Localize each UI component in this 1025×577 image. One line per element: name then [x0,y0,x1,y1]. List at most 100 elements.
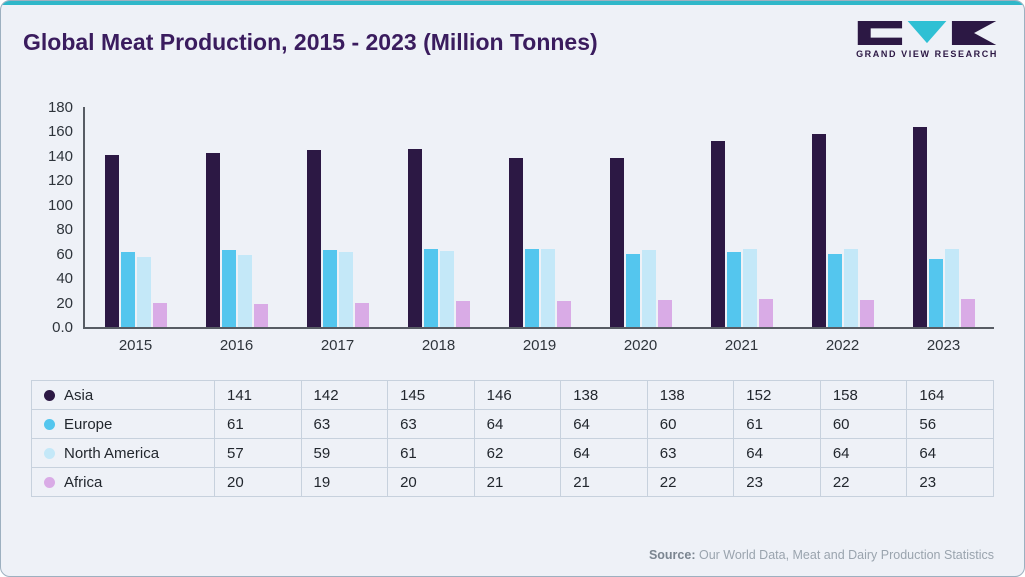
bar-asia [407,149,422,327]
bar-group-2020 [590,107,691,327]
table-cell: 146 [473,380,562,410]
bar-north-america [944,249,959,327]
x-axis-label: 2020 [623,337,658,354]
y-tick-label: 20 [56,294,73,312]
table-cell: 61 [387,438,475,468]
bar-group-2017 [287,107,388,327]
bar-europe [524,249,539,327]
x-axis-label: 2023 [926,337,961,354]
legend-dot [44,418,55,430]
bar-north-america [439,251,454,327]
legend-cell: Asia [31,380,215,410]
x-axis-spacer [31,337,85,354]
source-label: Source: [648,548,696,562]
bar-asia [912,127,927,327]
bar-north-america [237,255,252,327]
table-cell: 57 [214,438,302,468]
legend-cell: North America [31,438,215,468]
y-tick-label: 180 [47,99,73,116]
table-row-asia: Asia 141 142 145 146 138 138 152 158 164 [31,380,994,410]
bar-north-america [641,250,656,327]
y-axis: 180 160 140 120 100 80 60 40 20 0.0 [31,99,83,336]
table-cell: 62 [473,438,562,468]
table-cell: 59 [300,438,389,468]
table-cell: 60 [646,409,735,439]
table-cell: 138 [646,380,735,410]
legend-dot [44,476,55,488]
bar-europe [423,249,438,327]
table-cell: 64 [733,438,821,468]
bar-group-2019 [489,107,590,327]
series-name: Africa [64,473,103,491]
bar-north-america [540,249,555,327]
table-cell: 60 [819,409,908,439]
table-row-europe: Europe 61 63 63 64 64 60 61 60 56 [31,409,994,439]
table-cell: 22 [819,467,908,497]
bar-africa [556,301,571,327]
legend-dot [44,389,55,401]
bar-asia [508,158,523,327]
y-tick-label: 0.0 [52,319,73,336]
bar-europe [726,252,741,327]
table-cell: 20 [387,467,475,497]
bar-asia [710,141,725,327]
table-cell: 64 [560,409,648,439]
table-cell: 64 [473,409,562,439]
bar-africa [253,304,268,327]
bar-europe [221,250,236,327]
header: Global Meat Production, 2015 - 2023 (Mil… [1,5,1024,59]
table-cell: 61 [214,409,302,439]
bar-group-2022 [792,107,893,327]
table-cell: 64 [906,438,994,468]
y-tick-label: 60 [56,245,73,263]
bar-europe [625,254,640,327]
bar-europe [322,250,337,327]
table-cell: 152 [733,380,821,410]
bar-europe [827,254,842,327]
bar-north-america [136,257,151,327]
source-note: Source: Our World Data, Meat and Dairy P… [649,548,994,562]
table-cell: 164 [906,380,994,410]
table-cell: 56 [906,409,994,439]
bar-africa [455,301,470,327]
legend-dot [44,447,55,459]
bar-africa [758,299,773,327]
bar-north-america [742,249,757,327]
table-cell: 145 [387,380,475,410]
legend-item: Africa [44,474,202,491]
table-cell: 61 [733,409,821,439]
table-cell: 142 [300,380,389,410]
plot-area [83,107,994,329]
table-cell: 63 [300,409,389,439]
y-tick-label: 100 [47,196,73,214]
y-tick-label: 120 [47,172,73,190]
table-cell: 20 [214,467,302,497]
bar-north-america [338,252,353,327]
table-cell: 22 [646,467,735,497]
bar-africa [859,300,874,327]
source-text: Our World Data, Meat and Dairy Productio… [695,548,994,562]
table-row-africa: Africa 20 19 20 21 21 22 23 22 23 [31,467,994,497]
y-tick-label: 160 [47,123,73,141]
x-axis-label: 2022 [825,337,860,354]
bar-asia [205,153,220,327]
bar-group-2016 [186,107,287,327]
table-row-north-america: North America 57 59 61 62 64 63 64 64 64 [31,438,994,468]
bar-africa [152,303,167,327]
table-cell: 141 [214,380,302,410]
page-title: Global Meat Production, 2015 - 2023 (Mil… [23,29,598,55]
table-cell: 158 [819,380,908,410]
legend-item: Europe [44,416,202,433]
x-axis-label: 2018 [421,337,456,354]
x-axis-label: 2016 [219,337,254,354]
bar-asia [104,155,119,327]
y-tick-label: 40 [56,270,73,288]
bar-europe [928,259,943,327]
x-axis: 2015 2016 2017 2018 2019 2020 2021 2022 2023 [31,337,994,354]
bar-asia [306,150,321,327]
x-axis-label: 2019 [522,337,557,354]
bar-chart: 180 160 140 120 100 80 60 40 20 0.0 [31,99,994,336]
y-tick-label: 140 [47,147,73,165]
table-cell: 19 [300,467,389,497]
